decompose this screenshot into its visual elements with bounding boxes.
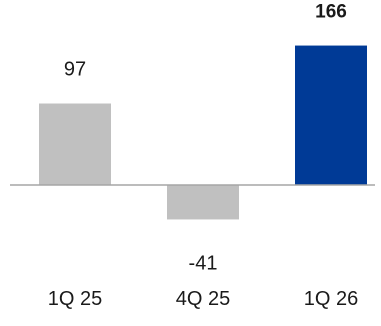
data-label: 166 <box>315 2 347 23</box>
bars-layer <box>39 45 367 220</box>
category-label: 1Q 26 <box>304 288 358 310</box>
category-label: 1Q 25 <box>48 288 102 310</box>
bar-1q-25 <box>39 103 111 185</box>
data-label: -41 <box>189 252 218 274</box>
bar-4q-25 <box>167 185 239 220</box>
category-label: 4Q 25 <box>176 288 230 310</box>
data-label: 97 <box>64 59 86 81</box>
labels-layer: 97 1Q 25 -41 4Q 25 166 1Q 26 <box>48 2 358 310</box>
bar-1q-26 <box>295 45 367 186</box>
